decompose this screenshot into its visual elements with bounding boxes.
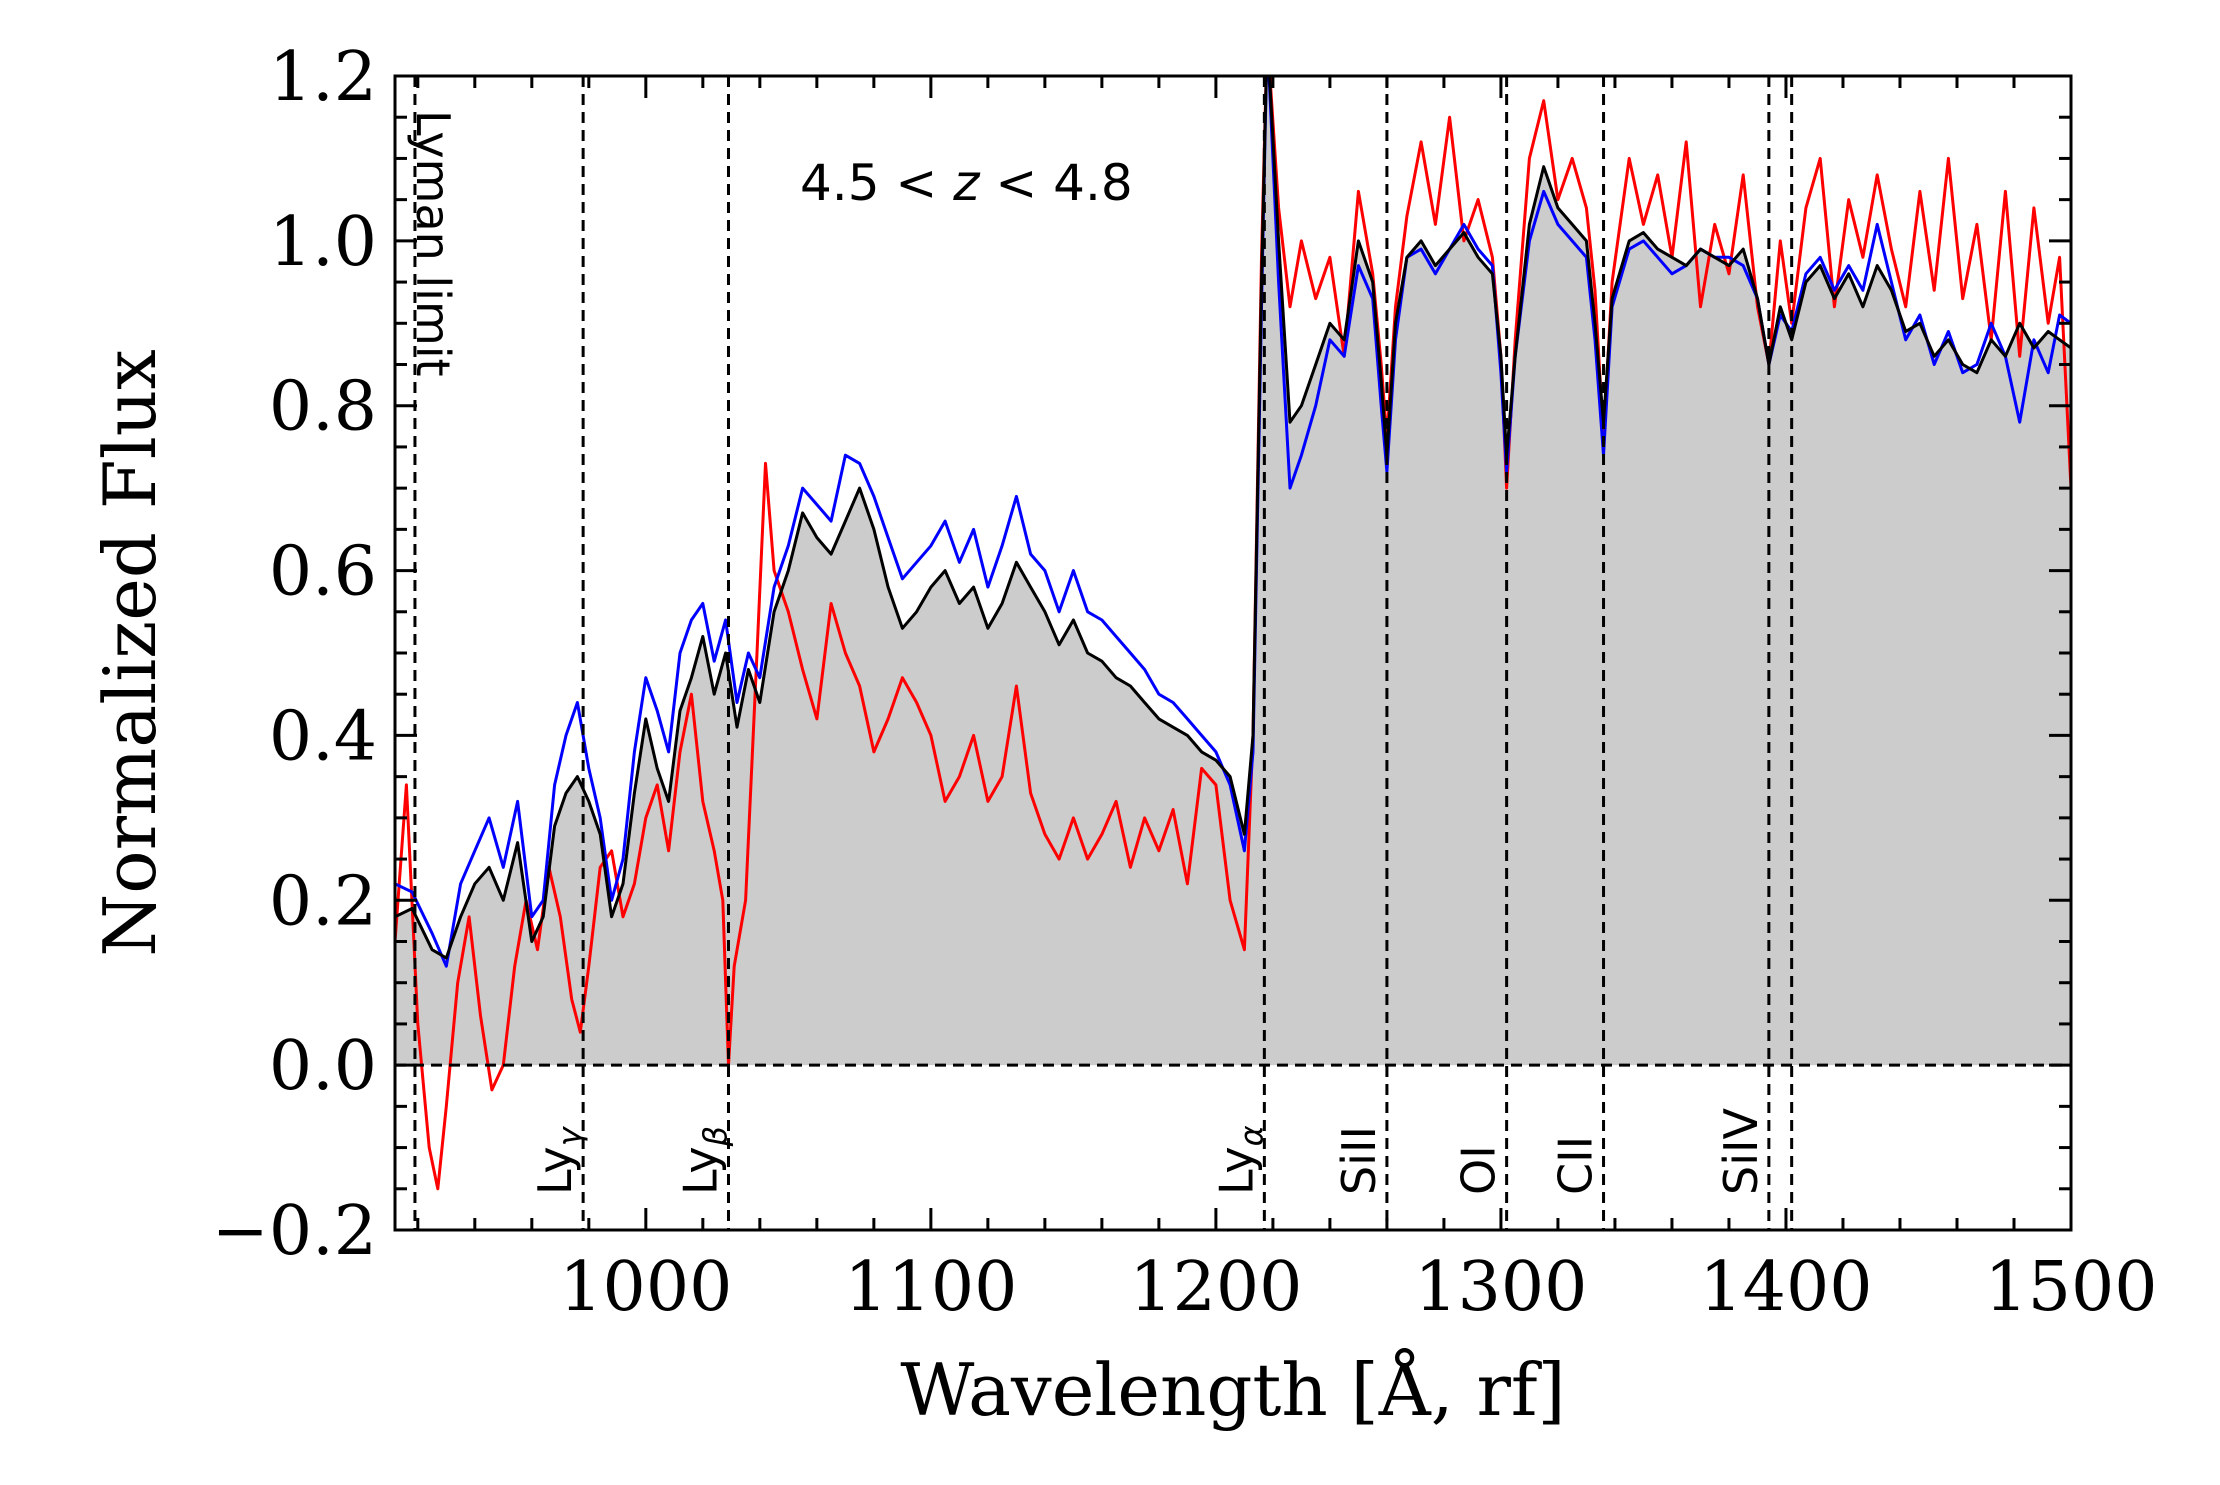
ref-label-2: Lyγ <box>528 1125 589 1195</box>
y-tick-label: 0.0 <box>269 1027 377 1106</box>
ref-label-5: SiII <box>1332 1126 1386 1195</box>
y-axis-title: Normalized Flux <box>88 349 172 957</box>
ref-label-7: CII <box>1549 1136 1603 1195</box>
plot-frame <box>393 74 2073 1232</box>
y-tick-label: 0.8 <box>269 368 377 447</box>
flux-fill-black <box>395 76 2071 1066</box>
ref-label-8: SiIV <box>1714 1107 1768 1195</box>
x-tick-label: 1500 <box>1984 1248 2157 1327</box>
redshift-annotation: 4.5 < z < 4.8 <box>800 154 1133 212</box>
x-tick-label: 1000 <box>559 1248 732 1327</box>
ref-label-4: Lyα <box>1209 1125 1270 1195</box>
y-tick-label: −0.2 <box>212 1192 377 1271</box>
axis-ticks: 1000 1100 1200 1300 1400 1500 −0.2 0.0 0.2 0.4 0.6… <box>212 38 2158 1327</box>
y-tick-label: 1.2 <box>269 38 377 117</box>
x-axis-title: Wavelength [Å, rf] <box>900 1347 1565 1432</box>
y-tick-label: 0.2 <box>269 862 377 941</box>
series-line-black <box>395 76 2071 960</box>
series-layer <box>395 76 2071 1191</box>
x-tick-label: 1400 <box>1699 1248 1872 1327</box>
flux-fill-layer <box>395 76 2071 1066</box>
x-tick-label: 1100 <box>844 1248 1017 1327</box>
x-tick-label: 1200 <box>1129 1248 1302 1327</box>
y-tick-label: 0.6 <box>269 533 377 612</box>
y-tick-label: 0.4 <box>269 697 377 776</box>
x-tick-label: 1300 <box>1414 1248 1587 1327</box>
ref-label-6: OI <box>1452 1145 1506 1195</box>
ref-label-3: Lyβ <box>673 1126 734 1195</box>
y-tick-label: 1.0 <box>269 203 377 282</box>
